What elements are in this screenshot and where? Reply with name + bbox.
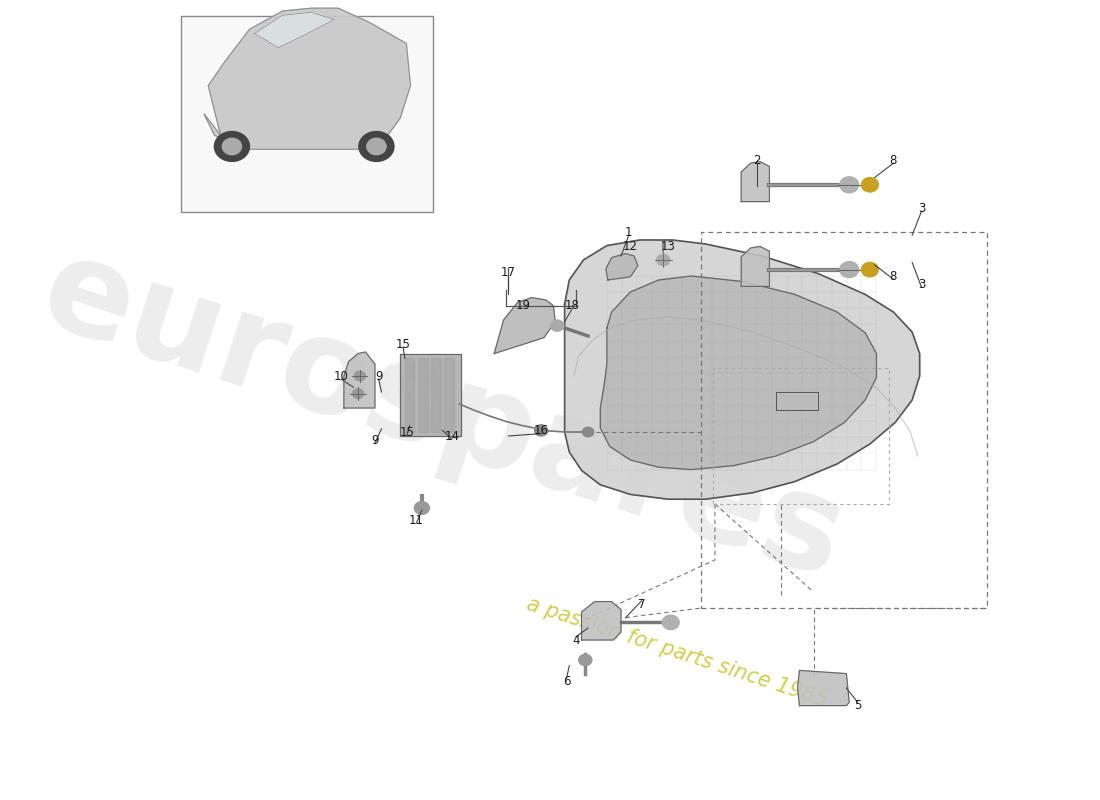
Text: 5: 5 bbox=[854, 699, 861, 712]
Text: 13: 13 bbox=[660, 240, 675, 253]
Text: 15: 15 bbox=[396, 338, 410, 350]
Text: 19: 19 bbox=[516, 299, 531, 312]
Polygon shape bbox=[344, 352, 375, 408]
Text: 17: 17 bbox=[500, 266, 516, 278]
Polygon shape bbox=[431, 358, 441, 432]
Circle shape bbox=[839, 262, 859, 278]
Polygon shape bbox=[798, 670, 849, 706]
Text: 6: 6 bbox=[563, 675, 570, 688]
Polygon shape bbox=[400, 354, 461, 436]
Polygon shape bbox=[494, 298, 556, 354]
Circle shape bbox=[839, 177, 859, 193]
Text: 8: 8 bbox=[890, 270, 898, 282]
Text: a passion for parts since 1985: a passion for parts since 1985 bbox=[525, 594, 830, 710]
Circle shape bbox=[214, 131, 250, 162]
Polygon shape bbox=[564, 240, 920, 499]
Polygon shape bbox=[741, 162, 769, 202]
Text: 9: 9 bbox=[375, 370, 383, 382]
Bar bbox=[182, 16, 433, 212]
Bar bbox=[701, 232, 988, 608]
Text: 3: 3 bbox=[917, 278, 925, 290]
Text: 9: 9 bbox=[371, 434, 378, 446]
Text: 18: 18 bbox=[564, 299, 580, 312]
Circle shape bbox=[354, 371, 365, 381]
Circle shape bbox=[861, 262, 878, 277]
Circle shape bbox=[583, 427, 594, 437]
Polygon shape bbox=[606, 254, 638, 280]
Polygon shape bbox=[776, 392, 818, 410]
Circle shape bbox=[535, 425, 548, 436]
Text: 8: 8 bbox=[890, 154, 898, 166]
Text: 10: 10 bbox=[333, 370, 349, 382]
Circle shape bbox=[861, 178, 878, 192]
Circle shape bbox=[352, 389, 364, 398]
Bar bbox=[713, 368, 889, 504]
Text: 1: 1 bbox=[625, 226, 632, 238]
Text: 11: 11 bbox=[409, 514, 424, 526]
Circle shape bbox=[359, 131, 394, 162]
Circle shape bbox=[662, 615, 679, 630]
Circle shape bbox=[415, 502, 429, 514]
Polygon shape bbox=[444, 358, 454, 432]
Text: 15: 15 bbox=[399, 426, 415, 438]
Polygon shape bbox=[405, 358, 415, 432]
Text: 14: 14 bbox=[444, 430, 460, 442]
Circle shape bbox=[550, 320, 563, 331]
Circle shape bbox=[366, 138, 386, 154]
Text: 4: 4 bbox=[572, 634, 580, 646]
Circle shape bbox=[222, 138, 242, 154]
Polygon shape bbox=[205, 8, 410, 150]
Text: eurospares: eurospares bbox=[26, 226, 859, 606]
Polygon shape bbox=[418, 358, 428, 432]
Polygon shape bbox=[741, 246, 769, 286]
Text: 3: 3 bbox=[917, 202, 925, 214]
Text: 2: 2 bbox=[754, 154, 761, 166]
Polygon shape bbox=[601, 276, 877, 470]
Circle shape bbox=[657, 254, 670, 266]
Text: 16: 16 bbox=[534, 424, 549, 437]
Polygon shape bbox=[582, 602, 621, 640]
Circle shape bbox=[579, 654, 592, 666]
Text: 7: 7 bbox=[638, 598, 646, 610]
Polygon shape bbox=[254, 12, 334, 48]
Text: 12: 12 bbox=[623, 240, 638, 253]
